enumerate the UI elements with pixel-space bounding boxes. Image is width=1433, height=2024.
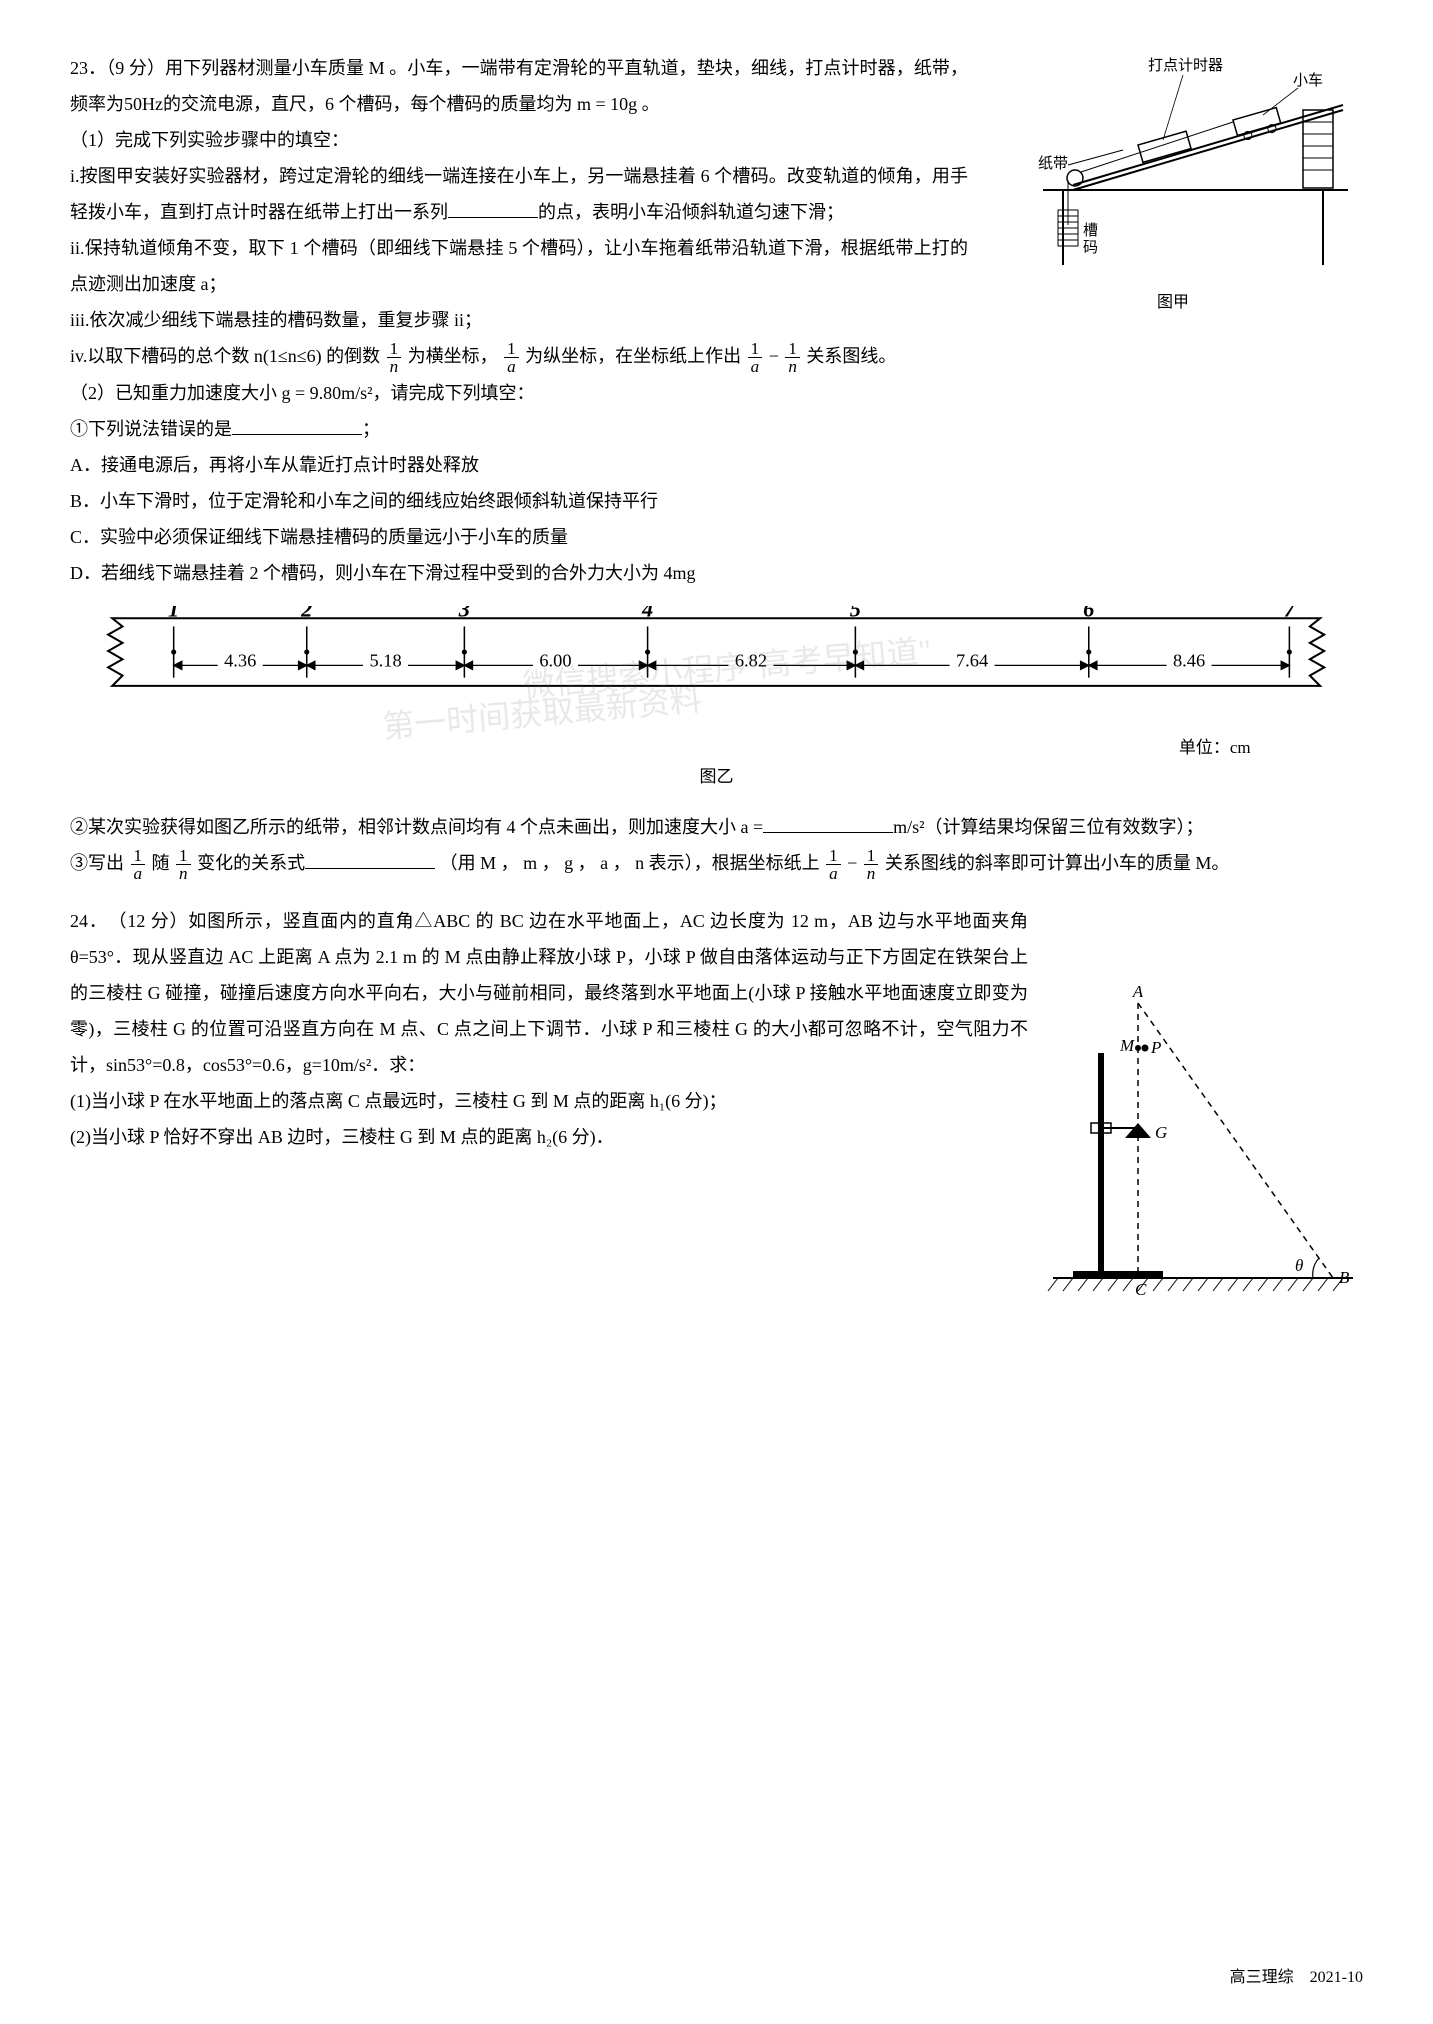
question-24: A M P G C B θ 24． （12 分）如图所示，竖直面内的直角△ABC… — [70, 903, 1363, 1335]
triangle-figure: A M P G C B θ — [1043, 983, 1363, 1325]
step-iv-c: 为纵坐标，在坐标纸上作出 — [525, 346, 741, 366]
q23-sub3: ③写出 1a 随 1n 变化的关系式 （用 M ， m ， g ， a ， n … — [70, 845, 1363, 882]
svg-text:M: M — [1119, 1036, 1135, 1055]
step-iv-d: 关系图线。 — [806, 346, 896, 366]
frac-1n: 1n — [387, 340, 402, 375]
q23-part2-title: （2）已知重力加速度大小 g = 9.80m/s²，请完成下列填空： — [70, 375, 1363, 411]
sub2-a: ②某次实验获得如图乙所示的纸带，相邻计数点间均有 4 个点未画出，则加速度大小 … — [70, 817, 763, 837]
blank-3[interactable] — [763, 815, 893, 833]
svg-text:A: A — [1132, 983, 1144, 1001]
q23-sub2: ②某次实验获得如图乙所示的纸带，相邻计数点间均有 4 个点未画出，则加速度大小 … — [70, 809, 1363, 845]
svg-text:7.64: 7.64 — [956, 651, 988, 671]
label-cart: 小车 — [1293, 72, 1323, 89]
svg-text:1: 1 — [168, 606, 179, 621]
svg-text:B: B — [1339, 1268, 1350, 1287]
frac-1a4: 1a — [826, 847, 841, 882]
svg-text:P: P — [1150, 1038, 1161, 1057]
svg-text:5.18: 5.18 — [370, 651, 402, 671]
svg-text:G: G — [1155, 1123, 1167, 1142]
sub2-b: m/s²（计算结果均保留三位有效数字）； — [893, 817, 1203, 837]
fig-jia-caption: 图甲 — [983, 287, 1363, 319]
svg-text:4: 4 — [641, 606, 653, 621]
label-weight: 槽 — [1083, 222, 1098, 239]
sub3-b: 随 — [152, 853, 170, 873]
option-d: D．若细线下端悬挂着 2 个槽码，则小车在下滑过程中受到的合外力大小为 4mg — [70, 555, 1363, 591]
tape-svg: 1 2 3 4 5 6 7 4.36 5.18 6.00 6. — [102, 606, 1330, 719]
step-i-b: 的点，表明小车沿倾斜轨道匀速下滑； — [538, 202, 844, 222]
svg-text:C: C — [1135, 1280, 1147, 1299]
q24-points: 12 分 — [127, 911, 169, 931]
q23-sub1: ①下列说法错误的是 ； — [70, 411, 1363, 447]
option-b: B．小车下滑时，位于定滑轮和小车之间的细线应始终跟倾斜轨道保持平行 — [70, 483, 1363, 519]
sub3-a: ③写出 — [70, 853, 124, 873]
step-iv-b: 为横坐标， — [408, 346, 498, 366]
option-a: A．接通电源后，再将小车从靠近打点计时器处释放 — [70, 447, 1363, 483]
frac-1n2: 1n — [785, 340, 800, 375]
fig-yi-caption: 图乙 — [102, 760, 1330, 794]
triangle-svg: A M P G C B θ — [1043, 983, 1363, 1313]
apparatus-figure: 打点计时器 小车 纸带 槽 码 图甲 — [983, 50, 1363, 319]
tape-figure: 微信搜索小程序"高考早知道" 第一时间获取最新资料 1 2 3 4 5 6 7 — [102, 606, 1330, 794]
label-tape: 纸带 — [1038, 155, 1068, 172]
apparatus-svg: 打点计时器 小车 纸带 槽 码 — [983, 50, 1363, 270]
q23-intro-text: 用下列器材测量小车质量 M 。小车，一端带有定滑轮的平直轨道，垫块，细线，打点计… — [70, 58, 968, 114]
frac-1n3: 1n — [176, 847, 191, 882]
svg-text:码: 码 — [1083, 239, 1098, 256]
svg-text:5: 5 — [850, 606, 861, 621]
svg-text:6.82: 6.82 — [735, 651, 767, 671]
svg-text:6.00: 6.00 — [540, 651, 572, 671]
question-23: 打点计时器 小车 纸带 槽 码 图甲 23．（9 分）用下列器材测量小车质量 M… — [70, 50, 1363, 883]
frac-1a3: 1a — [131, 847, 146, 882]
step-iv-a: iv.以取下槽码的总个数 n(1≤n≤6) 的倒数 — [70, 346, 380, 366]
page-footer: 高三理综 2021-10 — [1230, 1962, 1363, 1994]
q23-points: 9 分 — [115, 58, 147, 78]
svg-text:7: 7 — [1284, 606, 1296, 621]
sub3-d: （用 M ， m ， g ， a ， n 表示），根据坐标纸上 — [440, 853, 820, 873]
svg-text:2: 2 — [300, 606, 312, 621]
frac-1a: 1a — [504, 340, 519, 375]
frac-1a2: 1a — [748, 340, 763, 375]
svg-text:3: 3 — [458, 606, 470, 621]
svg-text:8.46: 8.46 — [1173, 651, 1205, 671]
sub3-e: 关系图线的斜率即可计算出小车的质量 M。 — [885, 853, 1230, 873]
label-timer: 打点计时器 — [1148, 57, 1223, 74]
svg-text:6: 6 — [1083, 606, 1095, 621]
sub3-c: 变化的关系式 — [197, 853, 305, 873]
frac-1n4: 1n — [864, 847, 879, 882]
q23-num: 23 — [70, 58, 88, 78]
sub1-text: ①下列说法错误的是 — [70, 419, 232, 439]
q23-step-iv: iv.以取下槽码的总个数 n(1≤n≤6) 的倒数 1n 为横坐标， 1a 为纵… — [70, 338, 1363, 375]
q24-num: 24 — [70, 911, 88, 931]
blank-4[interactable] — [305, 851, 435, 869]
sub1-colon: ； — [362, 419, 380, 439]
q24-intro-text: 如图所示，竖直面内的直角△ABC 的 BC 边在水平地面上，AC 边长度为 12… — [70, 911, 1028, 1075]
blank-1[interactable] — [448, 200, 538, 218]
svg-text:θ: θ — [1295, 1256, 1303, 1275]
option-c: C．实验中必须保证细线下端悬挂槽码的质量远小于小车的质量 — [70, 519, 1363, 555]
blank-2[interactable] — [232, 417, 362, 435]
svg-text:4.36: 4.36 — [224, 651, 256, 671]
